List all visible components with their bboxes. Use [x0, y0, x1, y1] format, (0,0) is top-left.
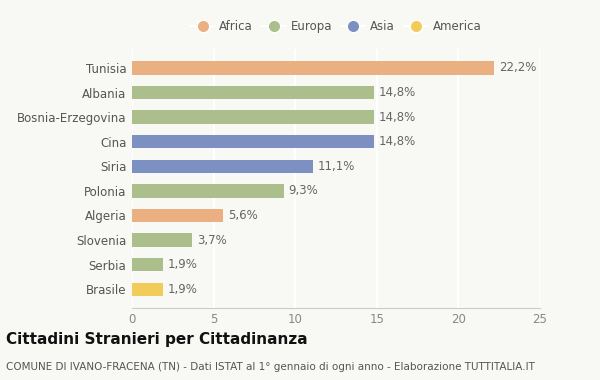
- Text: 14,8%: 14,8%: [379, 111, 416, 124]
- Bar: [132, 110, 374, 124]
- Bar: [132, 209, 223, 222]
- Bar: [132, 86, 374, 99]
- Text: 1,9%: 1,9%: [168, 283, 198, 296]
- Bar: [132, 258, 163, 271]
- Text: Cittadini Stranieri per Cittadinanza: Cittadini Stranieri per Cittadinanza: [6, 332, 308, 347]
- Bar: [132, 61, 494, 75]
- Text: COMUNE DI IVANO-FRACENA (TN) - Dati ISTAT al 1° gennaio di ogni anno - Elaborazi: COMUNE DI IVANO-FRACENA (TN) - Dati ISTA…: [6, 363, 535, 372]
- Bar: [132, 184, 284, 198]
- Text: 14,8%: 14,8%: [379, 135, 416, 148]
- Text: 5,6%: 5,6%: [228, 209, 258, 222]
- Text: 3,7%: 3,7%: [197, 234, 227, 247]
- Text: 1,9%: 1,9%: [168, 258, 198, 271]
- Text: 11,1%: 11,1%: [318, 160, 355, 173]
- Bar: [132, 160, 313, 173]
- Text: 22,2%: 22,2%: [499, 62, 536, 74]
- Bar: [132, 135, 374, 149]
- Bar: [132, 233, 193, 247]
- Bar: [132, 282, 163, 296]
- Text: 9,3%: 9,3%: [289, 184, 319, 197]
- Text: 14,8%: 14,8%: [379, 86, 416, 99]
- Legend: Africa, Europa, Asia, America: Africa, Europa, Asia, America: [187, 17, 485, 36]
